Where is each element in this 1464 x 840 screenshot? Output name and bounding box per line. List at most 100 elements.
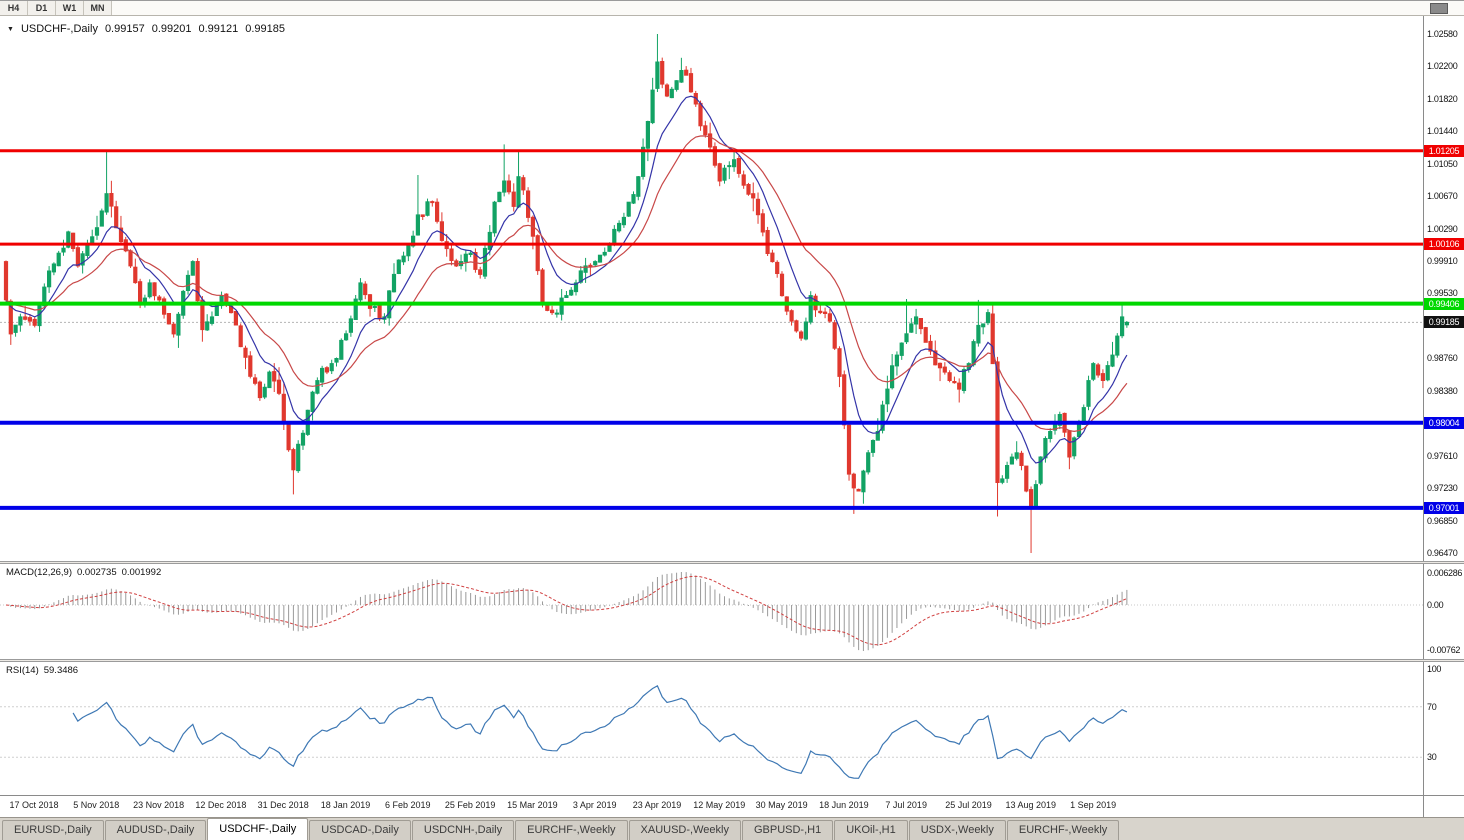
panel-divider-1[interactable] bbox=[0, 561, 1464, 564]
rsi-line bbox=[72, 685, 1128, 779]
price-axis-label: 1.02580 bbox=[1427, 29, 1458, 39]
axis-corner bbox=[1423, 796, 1464, 817]
tab-xauusd-weekly[interactable]: XAUUSD-,Weekly bbox=[628, 820, 741, 840]
macd-label: MACD(12,26,9) 0.002735 0.001992 bbox=[6, 567, 166, 578]
date-axis[interactable]: 17 Oct 2018 5 Nov 2018 23 Nov 2018 12 Dec 2… bbox=[0, 796, 1423, 817]
panel-divider-2[interactable] bbox=[0, 659, 1464, 662]
candlestick-series bbox=[3, 34, 1130, 553]
date-label: 31 Dec 2018 bbox=[257, 800, 309, 810]
tab-ukoil-h1[interactable]: UKOil-,H1 bbox=[834, 820, 908, 840]
rsi-label: RSI(14) 59.3486 bbox=[6, 665, 83, 676]
price-axis-label: 1.02200 bbox=[1427, 61, 1458, 72]
level-badge-1.00106: 1.00106 bbox=[1424, 238, 1464, 251]
rsi-chart bbox=[0, 685, 1423, 779]
macd-main-value: 0.002735 bbox=[77, 567, 117, 578]
macd-histogram bbox=[10, 572, 1128, 651]
macd-axis-zero: 0.00 bbox=[1427, 599, 1444, 610]
tab-eurchf-weekly[interactable]: EURCHF-,Weekly bbox=[1006, 820, 1120, 840]
rsi-axis-label: 30 bbox=[1427, 752, 1437, 763]
date-axis-row[interactable]: 17 Oct 2018 5 Nov 2018 23 Nov 2018 12 Dec 2… bbox=[0, 795, 1464, 817]
rsi-panel[interactable]: RSI(14) 59.3486 100 70 30 bbox=[0, 662, 1464, 795]
date-label: 18 Jun 2019 bbox=[819, 800, 869, 810]
price-plot-area[interactable]: ▼ USDCHF-,Daily 0.99157 0.99201 0.99121 … bbox=[0, 16, 1423, 561]
chart-dropdown-icon[interactable]: ▼ bbox=[7, 25, 14, 33]
date-label: 18 Jan 2019 bbox=[320, 800, 371, 810]
macd-name: MACD(12,26,9) bbox=[6, 567, 72, 578]
date-label: 17 Oct 2018 bbox=[9, 800, 59, 810]
rsi-plot-area[interactable]: RSI(14) 59.3486 bbox=[0, 662, 1423, 795]
ma-slow-line bbox=[5, 135, 1128, 433]
price-axis-label: 0.99910 bbox=[1427, 255, 1458, 266]
date-label: 7 Jul 2019 bbox=[885, 800, 927, 810]
macd-panel[interactable]: MACD(12,26,9) 0.002735 0.001992 0.006286 0… bbox=[0, 564, 1464, 659]
date-label: 25 Feb 2019 bbox=[444, 800, 496, 810]
timeframe-toolbar: H4 D1 W1 MN bbox=[0, 1, 1464, 16]
tab-usdcad-daily[interactable]: USDCAD-,Daily bbox=[309, 820, 411, 840]
rsi-axis-label: 70 bbox=[1427, 701, 1437, 712]
candlestick-chart[interactable] bbox=[0, 16, 1423, 561]
chart-open-value: 0.99157 bbox=[104, 23, 145, 35]
chart-low-value: 0.99121 bbox=[198, 23, 239, 35]
ma-fast-line bbox=[5, 95, 1128, 464]
date-label: 1 Sep 2019 bbox=[1070, 800, 1117, 810]
date-label: 5 Nov 2018 bbox=[73, 800, 120, 810]
chart-tabs-bar: EURUSD-,Daily AUDUSD-,Daily USDCHF-,Daily U… bbox=[0, 817, 1464, 840]
timeframe-d1[interactable]: D1 bbox=[28, 1, 56, 15]
macd-signal-value: 0.001992 bbox=[121, 567, 162, 578]
level-badge-0.98004: 0.98004 bbox=[1424, 416, 1464, 429]
current-price-badge: 0.99185 bbox=[1424, 316, 1464, 329]
window-control[interactable] bbox=[1430, 3, 1448, 14]
date-label: 3 Apr 2019 bbox=[572, 800, 617, 810]
macd-axis-max: 0.006286 bbox=[1427, 568, 1463, 578]
tab-gbpusd-h1[interactable]: GBPUSD-,H1 bbox=[741, 820, 834, 840]
macd-axis-min: -0.00762 bbox=[1427, 645, 1461, 655]
tab-audusd-daily[interactable]: AUDUSD-,Daily bbox=[104, 820, 207, 840]
price-axis-label: 0.96470 bbox=[1427, 548, 1458, 558]
price-axis-label: 1.00670 bbox=[1427, 191, 1458, 202]
timeframe-w1[interactable]: W1 bbox=[56, 1, 84, 15]
level-badge-1.01205: 1.01205 bbox=[1424, 144, 1464, 157]
date-label: 12 Dec 2018 bbox=[195, 800, 247, 810]
rsi-axis-label: 100 bbox=[1427, 664, 1442, 674]
chart-close-value: 0.99185 bbox=[245, 23, 285, 35]
tab-eurchf-weekly[interactable]: EURCHF-,Weekly bbox=[515, 820, 628, 840]
rsi-name: RSI(14) bbox=[6, 665, 39, 676]
tab-usdcnh-daily[interactable]: USDCNH-,Daily bbox=[411, 820, 515, 840]
price-axis-label: 0.98380 bbox=[1427, 385, 1458, 396]
tab-eurusd-daily[interactable]: EURUSD-,Daily bbox=[2, 820, 104, 840]
date-label: 13 Aug 2019 bbox=[1005, 800, 1057, 810]
price-axis-label: 0.97610 bbox=[1427, 451, 1458, 462]
date-label: 30 May 2019 bbox=[755, 800, 808, 810]
date-label: 23 Nov 2018 bbox=[133, 800, 185, 810]
macd-signal-line bbox=[5, 575, 1128, 646]
level-badge-0.99406: 0.99406 bbox=[1424, 297, 1464, 310]
date-label: 15 Mar 2019 bbox=[507, 800, 558, 810]
price-chart-panel[interactable]: ▼ USDCHF-,Daily 0.99157 0.99201 0.99121 … bbox=[0, 16, 1464, 561]
tab-usdchf-daily[interactable]: USDCHF-,Daily bbox=[207, 818, 309, 840]
timeframe-h4[interactable]: H4 bbox=[0, 1, 28, 15]
macd-plot-area[interactable]: MACD(12,26,9) 0.002735 0.001992 bbox=[0, 564, 1423, 659]
date-label: 25 Jul 2019 bbox=[945, 800, 992, 810]
macd-axis: 0.006286 0.00 -0.00762 bbox=[1423, 564, 1464, 659]
chart-symbol-label: USDCHF-,Daily bbox=[20, 23, 98, 35]
date-label: 6 Feb 2019 bbox=[385, 800, 431, 810]
price-axis-label: 0.96850 bbox=[1427, 515, 1458, 526]
date-label: 23 Apr 2019 bbox=[632, 800, 682, 810]
chart-header: ▼ USDCHF-,Daily 0.99157 0.99201 0.99121 … bbox=[7, 23, 285, 35]
timeframe-mn[interactable]: MN bbox=[84, 1, 112, 15]
price-axis-label: 1.01440 bbox=[1427, 125, 1458, 136]
price-axis-label: 1.01820 bbox=[1427, 93, 1458, 104]
tab-usdx-weekly[interactable]: USDX-,Weekly bbox=[908, 820, 1006, 840]
macd-chart bbox=[0, 572, 1423, 651]
price-axis-label: 0.97230 bbox=[1427, 483, 1458, 494]
rsi-axis: 100 70 30 bbox=[1423, 662, 1464, 795]
price-axis[interactable]: 1.02580 1.02200 1.01820 1.01440 1.01050 1.006… bbox=[1423, 16, 1464, 561]
price-axis-label: 0.99530 bbox=[1427, 288, 1458, 299]
price-axis-label: 1.00290 bbox=[1427, 223, 1458, 234]
chart-high-value: 0.99201 bbox=[151, 23, 192, 35]
price-axis-label: 1.01050 bbox=[1427, 158, 1458, 169]
rsi-value: 59.3486 bbox=[43, 665, 79, 676]
level-badge-0.97001: 0.97001 bbox=[1424, 501, 1464, 514]
date-label: 12 May 2019 bbox=[693, 800, 746, 810]
